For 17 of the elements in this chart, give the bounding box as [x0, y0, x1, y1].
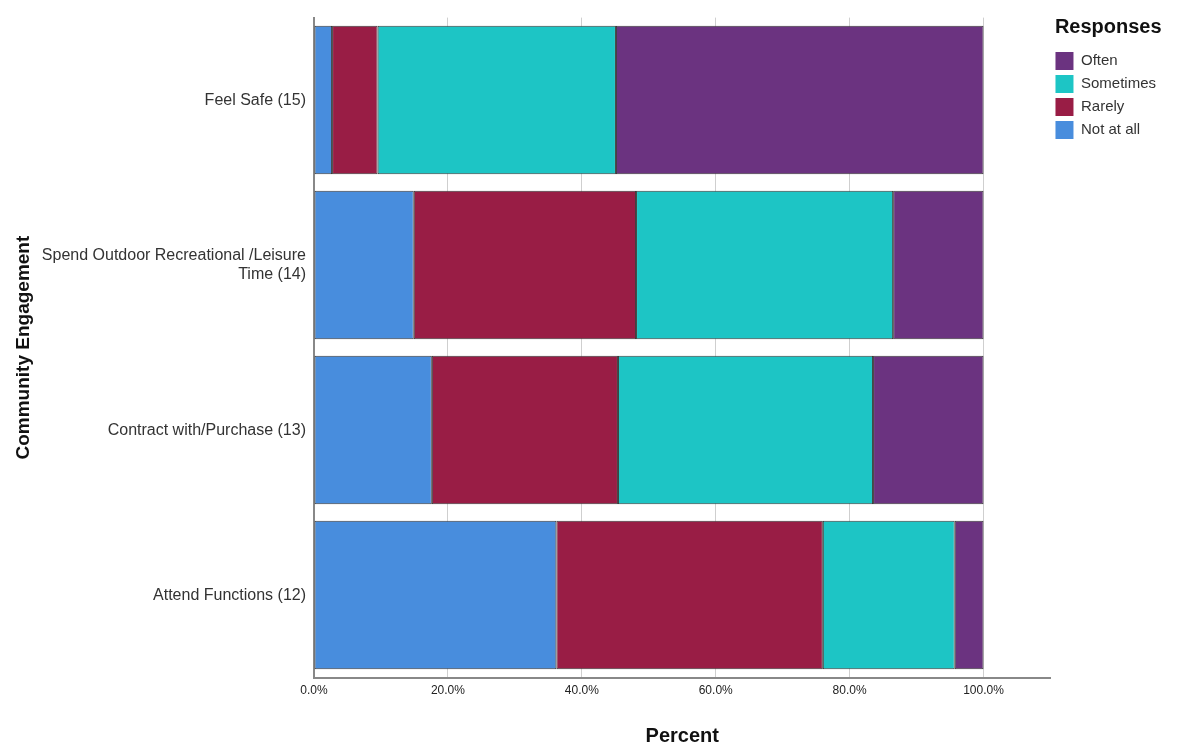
y-tick-label: Contract with/Purchase (13) — [107, 420, 306, 438]
x-axis-title: Percent — [645, 723, 720, 746]
legend-label: Often — [1080, 51, 1118, 69]
x-tick-label: 100.0% — [963, 683, 1005, 698]
legend-label: Rarely — [1080, 97, 1125, 115]
y-tick-label: Spend Outdoor Recreational /Leisure Time (14) — [41, 245, 307, 283]
x-tick-label: 40.0% — [564, 683, 600, 698]
y-tick-label: Feel Safe (15) — [204, 90, 306, 108]
y-axis-title: Community Engagement — [11, 235, 33, 460]
legend-title: Responses — [1054, 14, 1162, 37]
legend-label: Not at all — [1080, 120, 1141, 138]
x-tick-label: 80.0% — [832, 683, 867, 698]
legend-label: Sometimes — [1080, 74, 1157, 92]
y-tick-label: Attend Functions (12) — [153, 585, 306, 603]
x-tick-label: 20.0% — [430, 683, 466, 698]
x-tick-label: 0.0% — [300, 683, 328, 698]
x-tick-label: 60.0% — [698, 683, 734, 698]
